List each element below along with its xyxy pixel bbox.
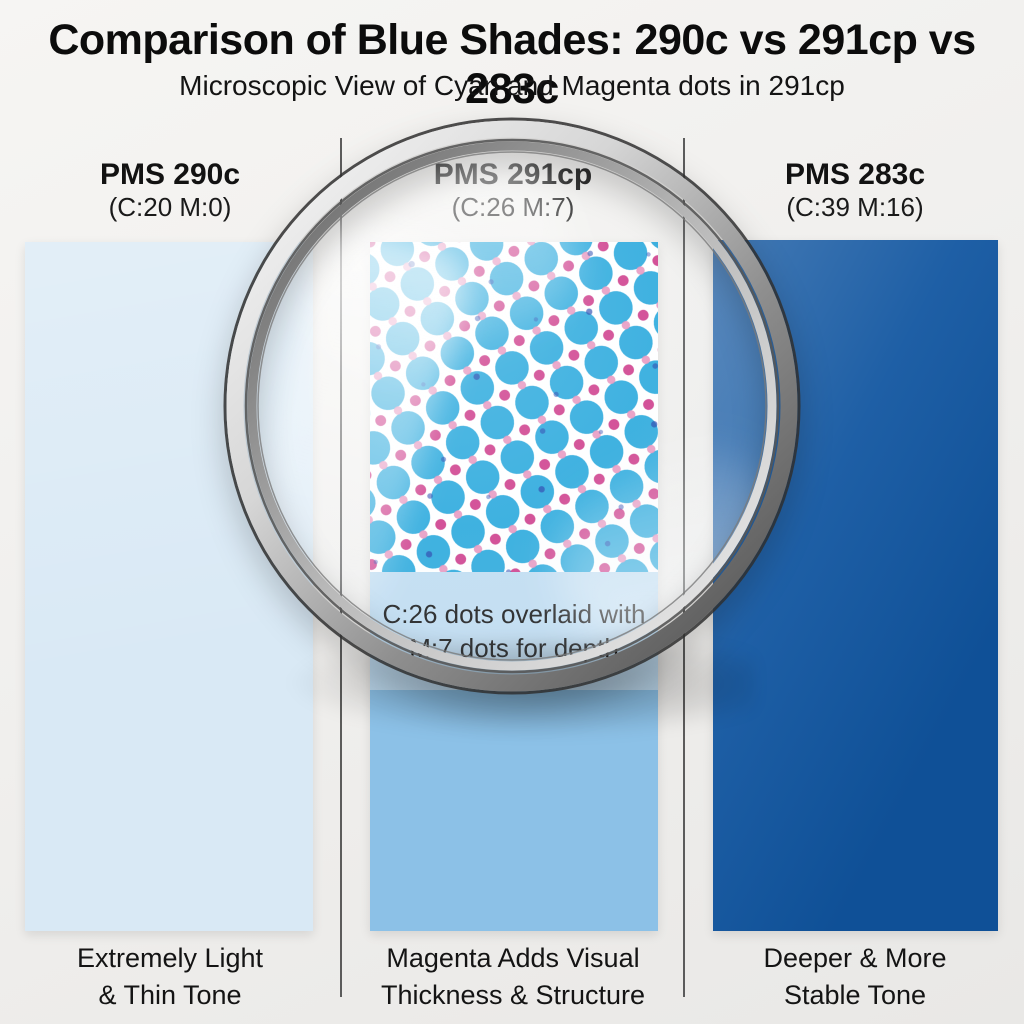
pms-name-283c: PMS 283c	[784, 158, 926, 191]
caption-283c-line1: Deeper & More	[763, 943, 947, 973]
caption-283c: Deeper & More Stable Tone	[690, 940, 1020, 1014]
column-header-290c: PMS 290c (C:20 M:0)	[10, 158, 330, 222]
caption-283c-line2: Stable Tone	[783, 980, 927, 1010]
column-header-283c: PMS 283c (C:39 M:16)	[690, 158, 1020, 222]
pms-cmyk-290c: (C:20 M:0)	[108, 192, 232, 222]
caption-290c-line1: Extremely Light	[76, 943, 264, 973]
caption-291cp-line2: Thickness & Structure	[380, 980, 646, 1010]
caption-290c: Extremely Light & Thin Tone	[10, 940, 330, 1014]
pms-name-290c: PMS 290c	[99, 158, 241, 191]
magnifier-glass	[254, 148, 770, 664]
caption-291cp-line1: Magenta Adds Visual	[386, 943, 640, 973]
caption-291cp: Magenta Adds Visual Thickness & Structur…	[346, 940, 680, 1014]
caption-290c-line2: & Thin Tone	[98, 980, 242, 1010]
page-subtitle: Microscopic View of Cyan and Magenta dot…	[179, 70, 845, 101]
page-title: Comparison of Blue Shades: 290c vs 291cp…	[48, 16, 976, 113]
pms-cmyk-283c: (C:39 M:16)	[786, 192, 924, 222]
